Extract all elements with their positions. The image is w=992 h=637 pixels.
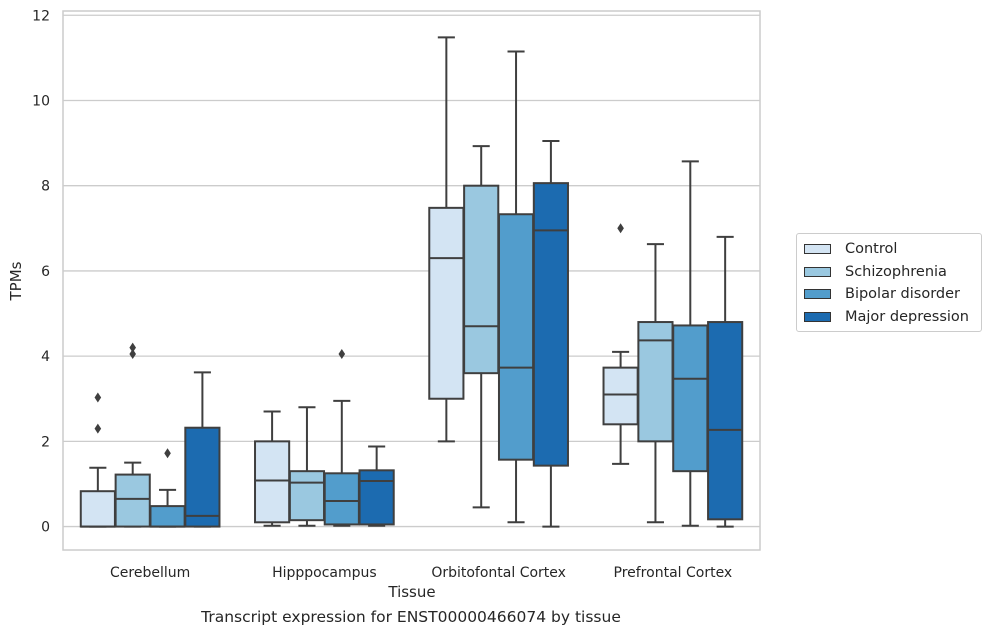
box-2-1 [463, 145, 500, 509]
y-tick-label: 0 [41, 520, 50, 536]
box-iqr [114, 473, 151, 528]
box-iqr [288, 470, 326, 522]
x-tick-label: Prefrontal Cortex [614, 565, 733, 581]
box-2-2 [497, 50, 535, 524]
legend-label: Schizophrenia [845, 263, 947, 280]
y-tick-label: 12 [32, 8, 50, 24]
box-1-3 [358, 445, 395, 527]
outlier-point [129, 342, 136, 353]
outlier-point [338, 349, 346, 359]
legend-swatch [804, 289, 831, 300]
legend-item: Major depression [797, 306, 981, 329]
y-tick-label: 2 [41, 434, 50, 450]
box-series [79, 36, 744, 528]
outlier-point [164, 448, 171, 459]
chart-caption: Transcript expression for ENST0000046607… [201, 608, 621, 626]
box-3-1 [637, 243, 674, 524]
box-2-3 [532, 139, 569, 528]
y-tick-label: 10 [32, 93, 50, 109]
box-iqr [637, 321, 674, 443]
outlier-point [617, 223, 624, 234]
y-tick-label: 8 [41, 179, 50, 195]
legend-swatch [804, 311, 831, 322]
legend-swatch [804, 244, 831, 255]
box-iqr [532, 182, 569, 467]
box-iqr [254, 440, 291, 524]
x-tick-label: Cerebellum [110, 565, 190, 581]
legend-item: Bipolar disorder [797, 283, 981, 306]
outlier-point [94, 423, 102, 434]
box-iqr [463, 184, 500, 375]
legend-label: Bipolar disorder [845, 286, 960, 303]
box-iqr [79, 490, 116, 528]
box-iqr [672, 324, 709, 473]
box-2-0 [428, 36, 465, 443]
box-1-1 [288, 406, 326, 527]
box-iqr [707, 321, 744, 521]
outlier-point [129, 349, 136, 359]
legend-item: Schizophrenia [797, 261, 981, 284]
box-iqr [323, 472, 360, 526]
y-tick-label: 6 [41, 264, 50, 280]
boxplot-chart: 0 2 4 6 8 10 12 Cerebellum Hipppocampus Orbitofo… [7, 8, 761, 601]
box-0-1 [114, 342, 151, 528]
box-iqr [358, 469, 395, 526]
y-axis-title: TPMs [7, 261, 25, 301]
box-3-2 [672, 160, 709, 527]
outlier-point [94, 392, 102, 403]
box-iqr [428, 206, 465, 400]
box-3-0 [602, 223, 639, 465]
box-iqr [602, 366, 639, 426]
legend-label: Major depression [845, 308, 969, 325]
legend-item: Control [797, 238, 981, 261]
box-3-3 [707, 235, 744, 528]
box-0-0 [79, 392, 116, 528]
legend: Control Schizophrenia Bipolar disorder Majo… [796, 233, 982, 332]
x-tick-label: Orbitofontal Cortex [431, 565, 566, 581]
y-tick-label: 4 [41, 349, 50, 365]
x-tick-label: Hipppocampus [272, 565, 377, 581]
box-iqr [184, 426, 221, 528]
y-tick-labels: 0 2 4 6 8 10 12 [32, 8, 50, 535]
x-axis-title: Tissue [387, 583, 435, 601]
box-iqr [497, 213, 535, 461]
box-iqr [149, 505, 186, 528]
legend-swatch [804, 266, 831, 277]
x-tick-labels: Cerebellum Hipppocampus Orbitofontal Corte… [110, 565, 732, 581]
legend-label: Control [845, 241, 898, 258]
box-0-3 [184, 371, 221, 528]
